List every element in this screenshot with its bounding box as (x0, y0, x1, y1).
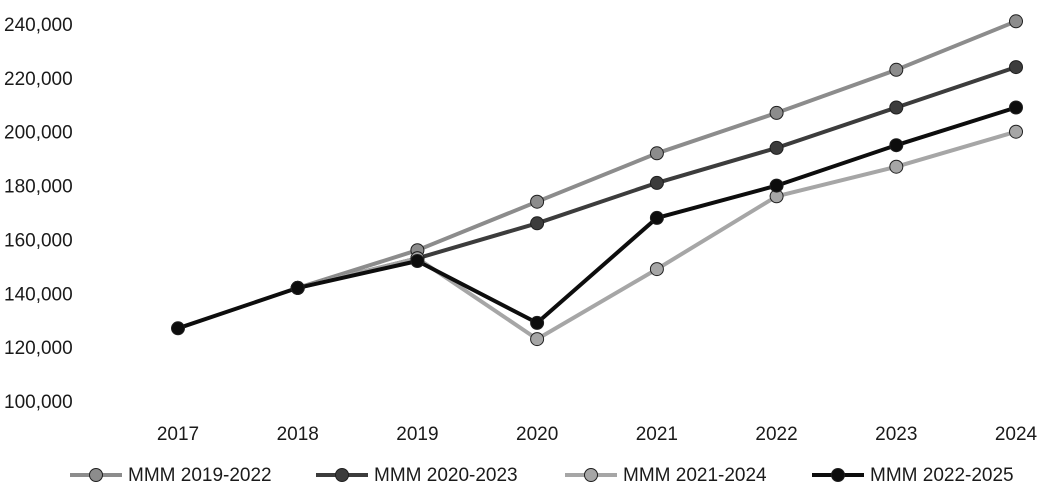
data-point (530, 216, 545, 231)
data-point (889, 159, 904, 174)
y-tick-label: 160,000 (4, 230, 73, 251)
legend-label: MMM 2020-2023 (374, 465, 518, 486)
series-line-3 (295, 129, 1018, 342)
y-axis: 100,000 120,000 140,000 160,000 180,000 200,0… (4, 15, 73, 413)
legend-item: MMM 2019-2022 (70, 465, 272, 486)
legend-item: MMM 2021-2024 (565, 465, 767, 486)
legend-label: MMM 2022-2025 (870, 465, 1014, 486)
y-tick-label: 120,000 (4, 338, 73, 359)
data-point (649, 175, 664, 190)
legend-swatch-marker (89, 468, 103, 482)
y-tick-label: 100,000 (4, 392, 73, 413)
series-line-4 (176, 105, 1018, 331)
data-point (530, 332, 545, 347)
x-tick-label: 2024 (995, 424, 1038, 445)
series-points (171, 14, 1023, 347)
data-point (171, 321, 185, 336)
data-point (530, 315, 545, 330)
legend-item: MMM 2022-2025 (812, 465, 1014, 486)
x-tick-label: 2020 (516, 424, 558, 445)
legend-label: MMM 2019-2022 (128, 465, 272, 486)
data-point (649, 210, 664, 225)
data-point (649, 146, 664, 161)
y-tick-label: 180,000 (4, 177, 73, 198)
data-point (410, 254, 425, 268)
y-tick-label: 200,000 (4, 123, 73, 144)
y-tick-label: 220,000 (4, 69, 73, 90)
x-tick-label: 2023 (875, 424, 917, 445)
y-tick-label: 240,000 (4, 15, 73, 36)
data-point (769, 105, 784, 120)
y-tick-label: 140,000 (4, 284, 73, 305)
data-point (1009, 60, 1023, 75)
data-point (889, 138, 904, 153)
x-tick-label: 2019 (396, 424, 438, 445)
data-point (1009, 124, 1023, 139)
legend: MMM 2019-2022 MMM 2020-2023 MMM 2021-2024 M… (70, 465, 1014, 486)
x-axis: 2017 2018 2019 2020 2021 2022 2023 2024 (157, 424, 1038, 445)
x-tick-label: 2022 (755, 424, 797, 445)
x-tick-label: 2017 (157, 424, 199, 445)
legend-item: MMM 2020-2023 (316, 465, 518, 486)
x-tick-label: 2018 (277, 424, 319, 445)
legend-swatch-marker (335, 468, 349, 482)
legend-swatch-marker (831, 468, 845, 482)
data-point (889, 62, 904, 77)
data-point (889, 100, 904, 115)
data-point (769, 178, 784, 193)
data-point (769, 140, 784, 155)
data-point (290, 280, 305, 295)
data-point (1009, 14, 1023, 29)
data-point (649, 262, 664, 277)
legend-swatch-marker (584, 468, 598, 482)
legend-label: MMM 2021-2024 (623, 465, 767, 486)
data-point (530, 194, 545, 209)
data-point (1009, 100, 1023, 115)
x-tick-label: 2021 (636, 424, 678, 445)
